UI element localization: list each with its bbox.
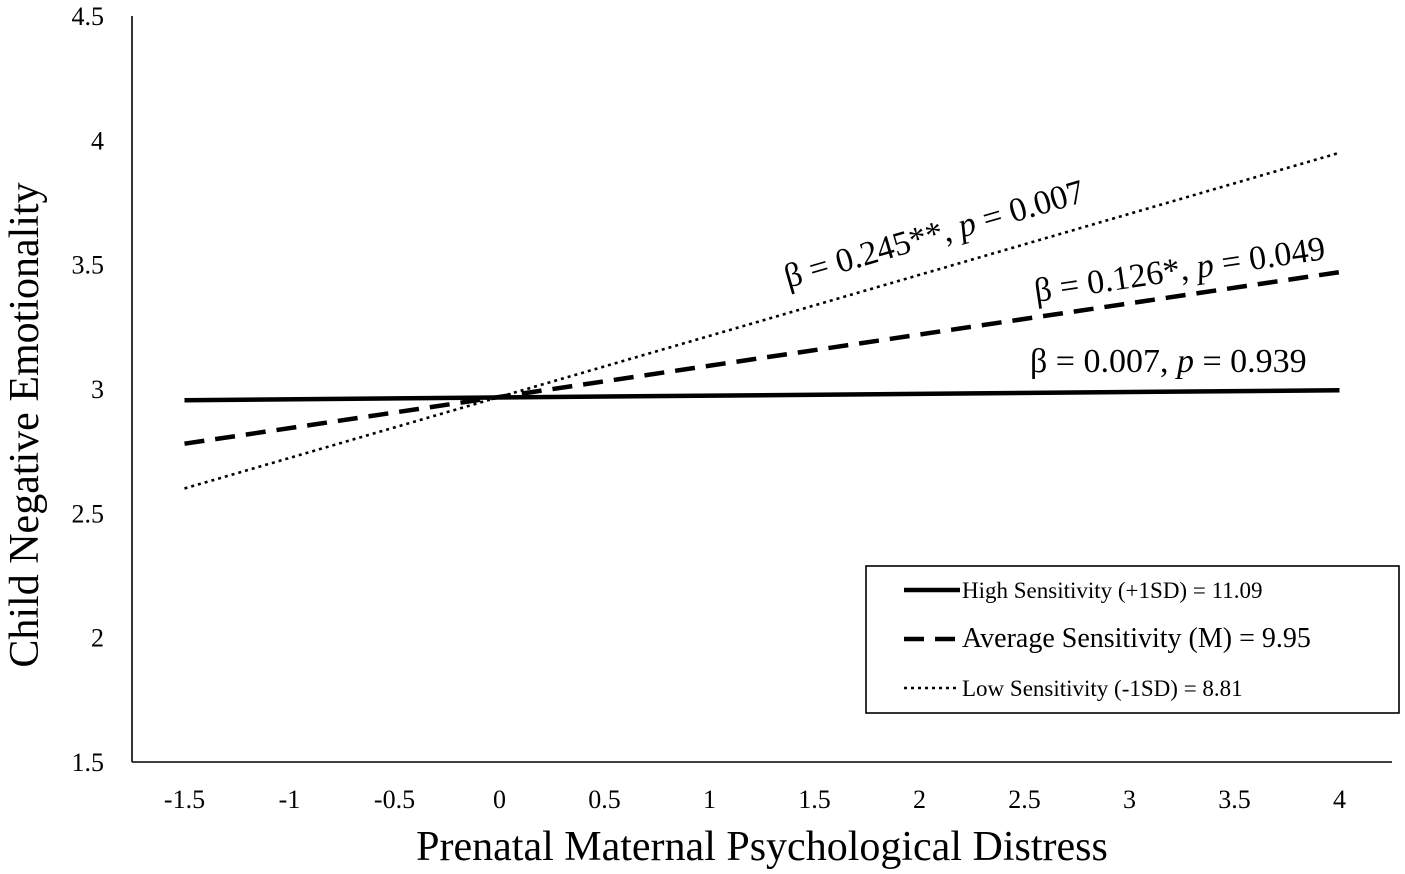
x-tick-label: -0.5 [374,785,415,814]
axes [131,16,1392,763]
high-sensitivity-legend-label: High Sensitivity (+1SD) = 11.09 [962,578,1262,603]
x-tick-label: -1.5 [164,785,205,814]
y-tick-label: 4 [91,126,104,155]
average-sensitivity-legend-label: Average Sensitivity (M) = 9.95 [962,623,1311,654]
slope-annotations: β = 0.007, p = 0.939 β = 0.126*, p = 0.04… [780,173,1328,380]
x-tick-label: 3.5 [1218,785,1251,814]
legend-items: High Sensitivity (+1SD) = 11.09 Average S… [904,578,1311,701]
low-sensitivity-legend-label: Low Sensitivity (-1SD) = 8.81 [962,676,1243,701]
x-tick-label: 1.5 [798,785,831,814]
p-value: = 0.049 [1211,230,1328,283]
x-tick-label: 0.5 [588,785,621,814]
average-sensitivity-line [184,269,1340,446]
beta-value: β = 0.245**, [780,210,964,296]
x-tick-label: 1 [703,785,716,814]
y-tick-label: 2 [91,624,104,653]
y-tick-labels: 1.5 2 2.5 3 3.5 4 4.5 [72,2,105,777]
y-tick-label: 4.5 [72,2,105,31]
p-value: = 0.939 [1194,343,1307,380]
x-tick-label: 3 [1123,785,1136,814]
x-tick-label: 4 [1333,785,1346,814]
y-tick-label: 3 [91,375,104,404]
x-axis-label: Prenatal Maternal Psychological Distress [416,824,1108,870]
y-tick-label: 1.5 [72,748,105,777]
x-tick-label: -1 [279,785,301,814]
series-lines [184,151,1340,490]
high-sensitivity-line [184,387,1340,403]
low-sensitivity-line [184,151,1340,490]
legend: High Sensitivity (+1SD) = 11.09 Average S… [865,565,1400,714]
y-tick-label: 3.5 [72,251,105,280]
y-tick-label: 2.5 [72,499,105,528]
x-tick-label: 2 [913,785,926,814]
beta-value: β = 0.126*, [1032,249,1200,310]
y-axis-label: Child Negative Emotionality [2,182,48,667]
x-tick-labels: -1.5 -1 -0.5 0 0.5 1 1.5 2 2.5 3 3.5 4 [164,785,1346,814]
high-sensitivity-annotation: β = 0.007, p = 0.939 [1030,343,1307,380]
p-label: p [1175,343,1194,380]
p-value: = 0.007 [970,173,1089,240]
beta-value: β = 0.007, [1030,343,1177,380]
x-tick-label: 0 [493,785,506,814]
x-tick-label: 2.5 [1008,785,1041,814]
